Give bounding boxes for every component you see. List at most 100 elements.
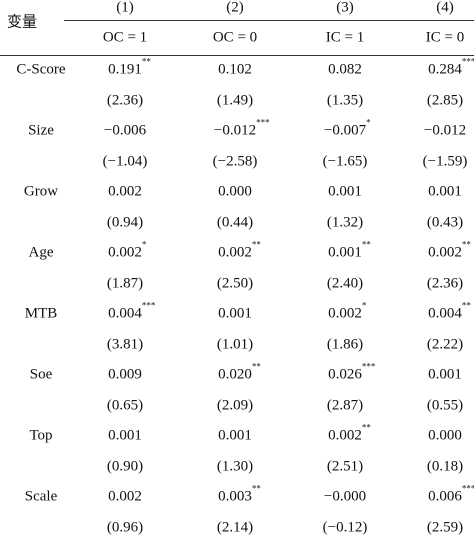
t-statistic: (1.01)	[216, 336, 254, 352]
coefficient-value: 0.001	[108, 427, 142, 444]
coefficient: 0.003 **	[218, 484, 261, 506]
coefficient: 0.102	[218, 62, 252, 79]
significance-stars: **	[141, 56, 151, 67]
row-label: C-Score	[16, 61, 66, 78]
coefficient-value: 0.002	[218, 244, 252, 261]
coefficient-value: 0.002	[108, 488, 142, 505]
coefficient: 0.004 **	[428, 301, 471, 323]
coefficient: 0.006***	[428, 484, 474, 506]
column-header: IC = 1	[325, 29, 365, 46]
coefficient: −0.000	[324, 489, 366, 506]
coefficient: 0.001	[108, 428, 142, 445]
coefficient-value: −0.006	[103, 122, 147, 139]
t-statistic: (0.44)	[216, 214, 254, 230]
column-header: IC = 0	[425, 29, 465, 46]
t-statistic: (−2.58)	[212, 153, 258, 169]
coefficient-value: 0.009	[108, 366, 142, 383]
coefficient: 0.000	[218, 184, 252, 201]
t-statistic: (0.55)	[426, 397, 464, 413]
significance-stars: **	[251, 483, 261, 494]
row-label: Age	[28, 244, 54, 261]
significance-stars: **	[251, 239, 261, 250]
coefficient: 0.002 **	[428, 240, 471, 262]
coefficient: −0.006	[104, 123, 146, 140]
significance-stars: **	[461, 300, 471, 311]
coefficient-value: 0.191	[108, 61, 142, 78]
coefficient: 0.002 **	[218, 240, 261, 262]
t-statistic: (2.50)	[216, 275, 254, 291]
coefficient: 0.000	[428, 428, 462, 445]
coefficient: −0.007 *	[324, 118, 371, 140]
t-statistic: (−1.04)	[102, 153, 148, 169]
t-statistic: (2.14)	[216, 519, 254, 535]
coefficient-value: 0.001	[428, 183, 462, 200]
coefficient: 0.004 ***	[108, 301, 155, 323]
row-label: Soe	[29, 366, 53, 383]
coefficient: 0.001 **	[328, 240, 371, 262]
t-statistic: (2.87)	[326, 397, 364, 413]
row-label: Top	[29, 427, 53, 444]
coefficient-value: 0.002	[108, 183, 142, 200]
t-statistic: (3.81)	[106, 336, 144, 352]
t-statistic: (−1.65)	[322, 153, 368, 169]
t-statistic: (0.65)	[106, 397, 144, 413]
t-statistic: (−1.59)	[422, 153, 468, 169]
coefficient-value: 0.006	[428, 488, 462, 505]
coefficient-value: 0.002	[328, 427, 362, 444]
coefficient: 0.002 *	[328, 301, 366, 323]
coefficient-value: 0.001	[218, 427, 252, 444]
t-statistic: (2.85)	[426, 92, 464, 108]
column-number: (3)	[336, 0, 354, 16]
t-statistic: (1.32)	[326, 214, 364, 230]
significance-stars: **	[361, 239, 371, 250]
coefficient-value: 0.082	[328, 61, 362, 78]
t-statistic: (0.90)	[106, 458, 144, 474]
coefficient: 0.020 **	[218, 362, 261, 384]
t-statistic: (2.22)	[426, 336, 464, 352]
coefficient-value: 0.284	[428, 61, 462, 78]
column-number: (1)	[116, 0, 134, 16]
significance-stars: *	[361, 300, 367, 311]
t-statistic: (2.40)	[326, 275, 364, 291]
t-statistic: (2.09)	[216, 397, 254, 413]
coefficient-value: 0.004	[108, 305, 142, 322]
significance-stars: *	[141, 239, 147, 250]
column-header: OC = 0	[212, 29, 258, 46]
coefficient-value: 0.020	[218, 366, 252, 383]
coefficient-value: 0.000	[218, 183, 252, 200]
t-statistic: (1.35)	[326, 92, 364, 108]
coefficient: 0.284***	[428, 57, 474, 79]
t-statistic: (0.96)	[106, 519, 144, 535]
row-label: Size	[28, 122, 54, 139]
coefficient-value: 0.002	[428, 244, 462, 261]
row-label: Scale	[24, 488, 58, 505]
significance-stars: ***	[461, 56, 474, 67]
significance-stars: ***	[361, 361, 376, 372]
coefficient: 0.001	[218, 306, 252, 323]
coefficient-value: 0.003	[218, 488, 252, 505]
header-rule	[64, 20, 474, 21]
coefficient-value: 0.001	[328, 244, 362, 261]
coefficient-value: 0.026	[328, 366, 362, 383]
column-header: OC = 1	[102, 29, 148, 46]
t-statistic: (2.59)	[426, 519, 464, 535]
coefficient-value: 0.000	[428, 427, 462, 444]
coefficient: 0.026 ***	[328, 362, 375, 384]
t-statistic: (−0.12)	[322, 519, 368, 535]
t-statistic: (1.87)	[106, 275, 144, 291]
coefficient-value: 0.002	[108, 244, 142, 261]
coefficient: −0.012 ***	[214, 118, 270, 140]
significance-stars: **	[461, 239, 471, 250]
coefficient: 0.002 **	[328, 423, 371, 445]
coefficient: 0.001	[428, 184, 462, 201]
coefficient: 0.001	[428, 367, 462, 384]
t-statistic: (1.49)	[216, 92, 254, 108]
coefficient-value: −0.000	[323, 488, 367, 505]
significance-stars: ***	[461, 483, 474, 494]
t-statistic: (2.36)	[106, 92, 144, 108]
coefficient-value: 0.102	[218, 61, 252, 78]
row-label: MTB	[24, 305, 58, 322]
column-number: (4)	[436, 0, 454, 16]
coefficient: 0.002	[108, 184, 142, 201]
